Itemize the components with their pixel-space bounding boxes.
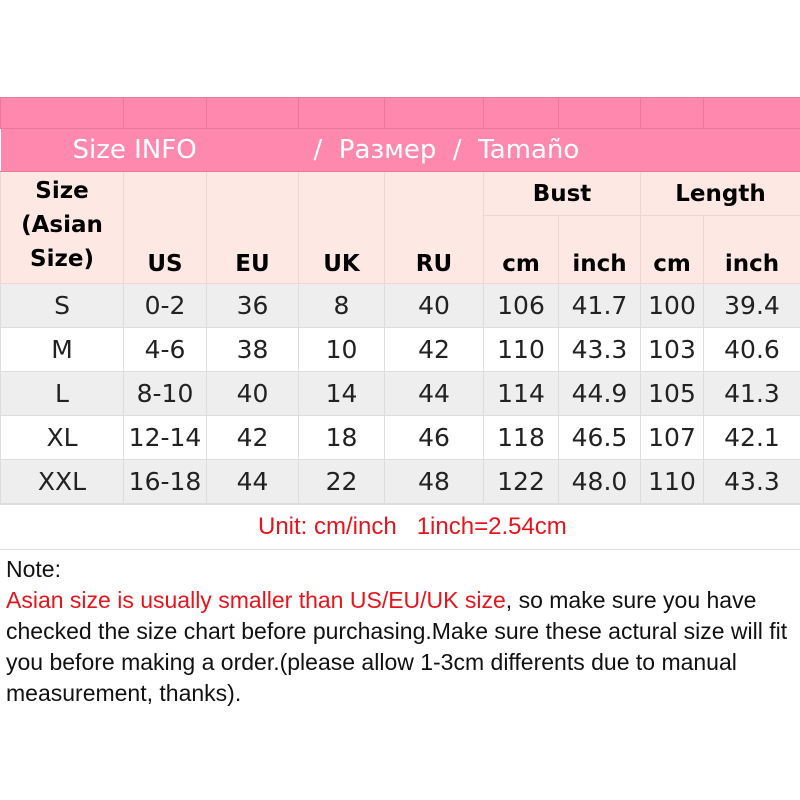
note: Note: Asian size is usually smaller than… (0, 550, 800, 713)
table-cell: 40.6 (703, 327, 800, 372)
table-cell: 14 (298, 371, 385, 416)
table-cell: L (0, 371, 124, 416)
table-cell: 100 (640, 283, 704, 328)
table-cell: 40 (384, 283, 484, 328)
table-cell: XXL (0, 459, 124, 504)
table-cell: 106 (483, 283, 559, 328)
table-cell: 48.0 (558, 459, 641, 504)
header-length: Length (640, 171, 800, 216)
table-cell: 42 (206, 415, 299, 460)
table-cell: 44 (384, 371, 484, 416)
note-label: Note: (6, 556, 61, 582)
table-cell: M (0, 327, 124, 372)
table-cell: 43.3 (558, 327, 641, 372)
table-cell: 107 (640, 415, 704, 460)
table-cell: 48 (384, 459, 484, 504)
table-cell: 44 (206, 459, 299, 504)
table-cell: 39.4 (703, 283, 800, 328)
size-table: Size INFO / Размер / Tamaño Size (Asian … (0, 97, 800, 504)
table-cell: 122 (483, 459, 559, 504)
table-cell: 46.5 (558, 415, 641, 460)
table-cell: 42 (384, 327, 484, 372)
pink-band (0, 97, 800, 129)
table-cell: 44.9 (558, 371, 641, 416)
table-cell: 46 (384, 415, 484, 460)
table-cell: 16-18 (123, 459, 207, 504)
table-cell: 8 (298, 283, 385, 328)
table-cell: 22 (298, 459, 385, 504)
unit-note: Unit: cm/inch 1inch=2.54cm (0, 504, 800, 550)
header-ru: RU (384, 171, 484, 284)
header-size: Size (Asian Size) (0, 171, 124, 284)
table-cell: 103 (640, 327, 704, 372)
header-length-cm: cm (640, 215, 704, 284)
table-cell: 8-10 (123, 371, 207, 416)
table-cell: 0-2 (123, 283, 207, 328)
table-cell: 40 (206, 371, 299, 416)
table-cell: S (0, 283, 124, 328)
table-cell: 36 (206, 283, 299, 328)
header-bust-inch: inch (558, 215, 641, 284)
table-cell: 41.7 (558, 283, 641, 328)
table-cell: 18 (298, 415, 385, 460)
title-translations: / Размер / Tamaño (298, 128, 800, 172)
table-cell: 41.3 (703, 371, 800, 416)
table-cell: 38 (206, 327, 299, 372)
table-cell: XL (0, 415, 124, 460)
note-text: , so make sure you have checked the size… (6, 587, 788, 706)
header-bust-cm: cm (483, 215, 559, 284)
table-row: L 8-10 40 14 44 114 44.9 105 41.3 (0, 371, 800, 416)
table-cell: 105 (640, 371, 704, 416)
table-cell: 118 (483, 415, 559, 460)
table-cell: 110 (640, 459, 704, 504)
table-row: XXL 16-18 44 22 48 122 48.0 110 43.3 (0, 459, 800, 504)
header-uk: UK (298, 171, 385, 284)
table-cell: 43.3 (703, 459, 800, 504)
size-chart: Size INFO / Размер / Tamaño Size (Asian … (0, 97, 800, 713)
table-cell: 42.1 (703, 415, 800, 460)
table-cell: 12-14 (123, 415, 207, 460)
table-cell: 110 (483, 327, 559, 372)
header-us: US (123, 171, 207, 284)
note-warning: Asian size is usually smaller than US/EU… (6, 587, 506, 613)
title-left: Size INFO (0, 128, 299, 172)
table-row: S 0-2 36 8 40 106 41.7 100 39.4 (0, 283, 800, 328)
table-cell: 10 (298, 327, 385, 372)
table-cell: 4-6 (123, 327, 207, 372)
table-row: XL 12-14 42 18 46 118 46.5 107 42.1 (0, 415, 800, 460)
header-length-inch: inch (703, 215, 800, 284)
title-row: Size INFO / Размер / Tamaño (0, 128, 800, 172)
header-eu: EU (206, 171, 299, 284)
table-row: M 4-6 38 10 42 110 43.3 103 40.6 (0, 327, 800, 372)
table-cell: 114 (483, 371, 559, 416)
header-bust: Bust (483, 171, 641, 216)
